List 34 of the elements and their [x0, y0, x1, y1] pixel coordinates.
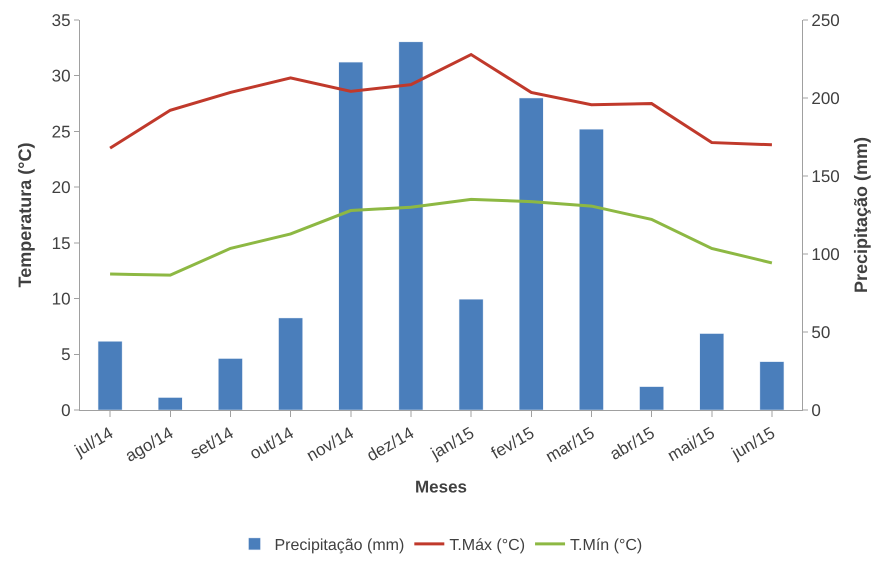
y-tick-label: 10 [52, 290, 71, 309]
y-tick-label: 25 [52, 122, 71, 142]
bar [639, 386, 664, 410]
bar [158, 397, 183, 410]
y-tick-label: 5 [61, 345, 71, 364]
y2-tick-label: 250 [811, 10, 840, 30]
y-tick-label: 15 [52, 234, 71, 253]
y-tick-label: 30 [52, 66, 71, 86]
bar [338, 62, 364, 410]
x-axis-title: Meses [415, 478, 467, 497]
y2-tick-label: 200 [811, 88, 840, 108]
bar [518, 98, 544, 410]
bar [458, 298, 484, 410]
bar [278, 318, 303, 410]
y2-tick-label: 50 [811, 322, 830, 342]
bar [398, 42, 424, 410]
bar [98, 341, 122, 410]
bar [699, 333, 724, 410]
y-tick-label: 0 [61, 400, 71, 420]
line-series [108, 53, 774, 150]
y2-axis-title: Precipitação (mm) [850, 136, 871, 294]
bar [218, 358, 243, 410]
y2-tick-label: 100 [811, 244, 840, 264]
legend-label: T.Máx (°C) [449, 537, 526, 554]
y2-tick-label: 150 [811, 166, 840, 186]
y-tick-label: 35 [52, 10, 71, 30]
y2-tick-label: 0 [811, 400, 821, 420]
legend-label: Precipitação (mm) [274, 537, 404, 554]
bar [760, 361, 784, 410]
bar [579, 128, 604, 410]
legend-label: T.Mín (°C) [570, 537, 642, 554]
line-series [108, 198, 774, 277]
y-tick-label: 20 [52, 178, 71, 198]
y-axis-title: Temperatura (°C) [14, 142, 35, 288]
